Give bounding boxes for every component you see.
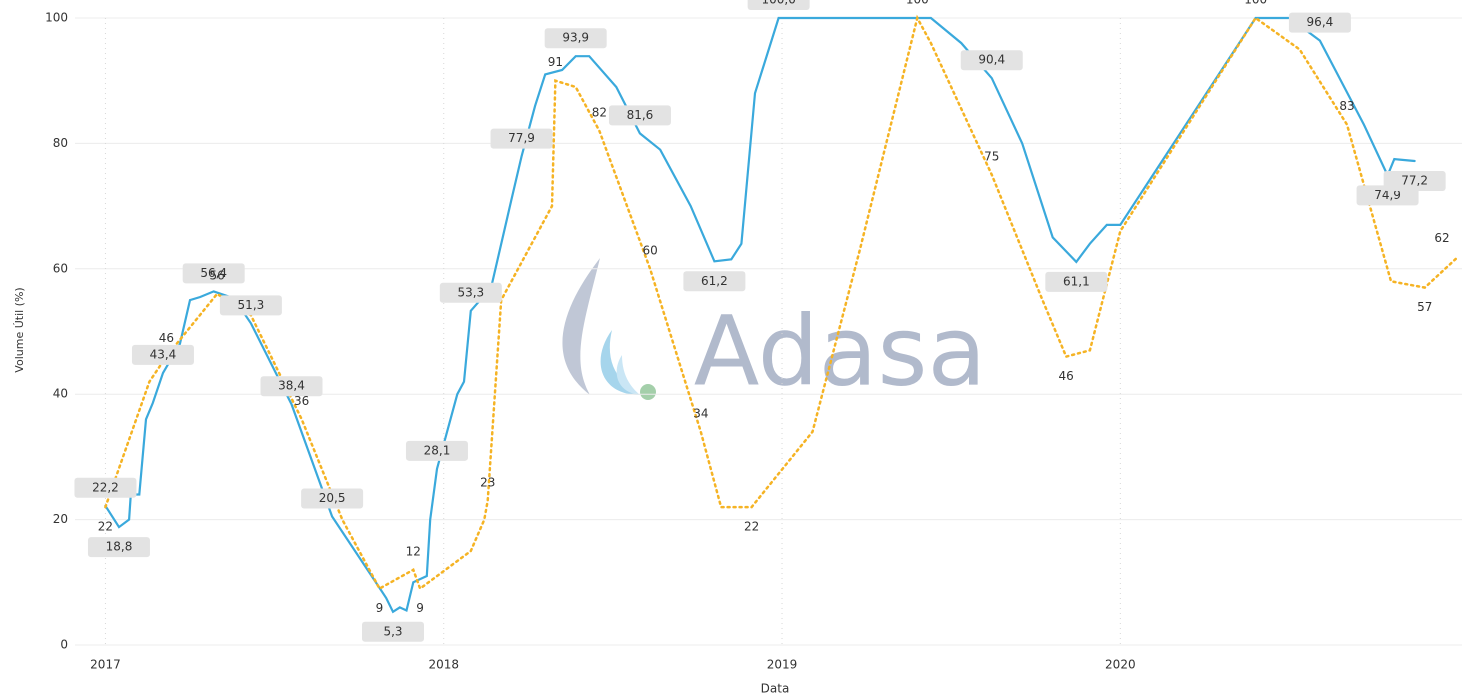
data-label-box bbox=[1288, 12, 1351, 33]
data-label: 36 bbox=[294, 394, 309, 408]
data-label: 74,9 bbox=[1374, 188, 1401, 202]
watermark-text: Adasa bbox=[694, 295, 987, 407]
x-tick-label: 2018 bbox=[428, 658, 459, 672]
data-label-box bbox=[260, 376, 323, 397]
data-label-box bbox=[490, 128, 553, 149]
data-label: 20,5 bbox=[319, 491, 346, 505]
data-label: 83 bbox=[1339, 99, 1354, 113]
data-label: 100 bbox=[1244, 0, 1267, 7]
data-label: 77,2 bbox=[1401, 173, 1428, 187]
data-label: 23 bbox=[480, 475, 495, 489]
data-label: 38,4 bbox=[278, 379, 305, 393]
data-label: 75 bbox=[984, 149, 999, 163]
data-label-box bbox=[1383, 170, 1446, 191]
y-tick-label: 40 bbox=[53, 387, 68, 401]
data-label: 56 bbox=[209, 268, 224, 282]
data-label: 100 bbox=[906, 0, 929, 7]
data-label: 61,1 bbox=[1063, 274, 1090, 288]
data-label: 82 bbox=[592, 105, 607, 119]
data-label: 61,2 bbox=[701, 274, 728, 288]
y-tick-label: 0 bbox=[60, 638, 68, 652]
data-label-box bbox=[405, 440, 468, 461]
series-line bbox=[104, 14, 1460, 591]
data-label: 22 bbox=[744, 520, 759, 534]
data-label: 43,4 bbox=[150, 347, 177, 361]
data-label: 9 bbox=[376, 601, 384, 615]
data-label-box bbox=[608, 105, 671, 126]
x-tick-label: 2017 bbox=[90, 658, 121, 672]
y-tick-label: 80 bbox=[53, 136, 68, 150]
data-label-box bbox=[1045, 271, 1108, 292]
data-label-box bbox=[182, 263, 245, 284]
data-label-box bbox=[439, 282, 502, 303]
data-label: 60 bbox=[642, 243, 657, 257]
data-label: 93,9 bbox=[562, 31, 589, 45]
x-axis-label: Data bbox=[761, 682, 790, 696]
data-label: 56,4 bbox=[200, 266, 227, 280]
data-label-box bbox=[361, 621, 424, 642]
data-label: 18,8 bbox=[106, 540, 133, 554]
data-label-box bbox=[219, 295, 282, 316]
data-label: 100,0 bbox=[761, 0, 795, 7]
x-tick-label: 2020 bbox=[1105, 658, 1136, 672]
data-label: 96,4 bbox=[1307, 15, 1334, 29]
data-label-box bbox=[74, 477, 137, 498]
data-label-box bbox=[544, 28, 607, 49]
y-tick-label: 60 bbox=[53, 261, 68, 275]
data-label: 81,6 bbox=[627, 108, 654, 122]
data-label: 90,4 bbox=[978, 53, 1005, 67]
data-label: 91 bbox=[548, 55, 563, 69]
data-label: 22 bbox=[98, 520, 113, 534]
data-label: 51,3 bbox=[238, 298, 265, 312]
y-axis-label: Volume Útil (%) bbox=[13, 287, 26, 372]
data-label-box bbox=[683, 271, 746, 292]
data-label: 12 bbox=[406, 544, 421, 558]
data-label: 46 bbox=[159, 331, 174, 345]
data-label-box bbox=[747, 0, 810, 10]
data-label: 53,3 bbox=[457, 285, 484, 299]
data-label: 34 bbox=[693, 406, 708, 420]
data-label-box bbox=[131, 344, 194, 365]
data-label-box bbox=[87, 537, 150, 558]
data-label: 22,2 bbox=[92, 480, 119, 494]
data-label: 9 bbox=[416, 601, 424, 615]
data-label: 62 bbox=[1434, 231, 1449, 245]
watermark-logo bbox=[562, 258, 656, 400]
data-label-box bbox=[960, 50, 1023, 71]
y-tick-label: 20 bbox=[53, 512, 68, 526]
data-label-box bbox=[301, 488, 364, 509]
data-label: 46 bbox=[1059, 369, 1074, 383]
y-tick-label: 100 bbox=[45, 11, 68, 25]
data-label: 77,9 bbox=[508, 131, 535, 145]
data-label: 57 bbox=[1417, 300, 1432, 314]
data-label: 28,1 bbox=[424, 443, 451, 457]
data-label: 5,3 bbox=[383, 624, 402, 638]
x-tick-label: 2019 bbox=[767, 658, 798, 672]
